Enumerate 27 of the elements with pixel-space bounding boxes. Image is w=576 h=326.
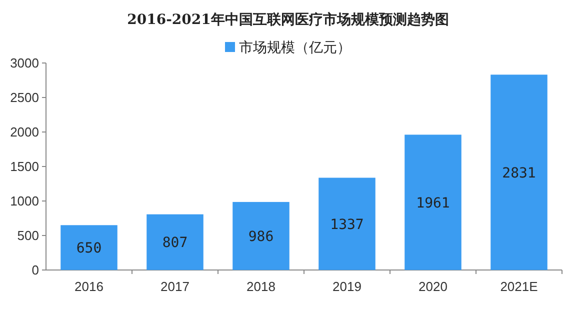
x-tick-label: 2017	[160, 279, 190, 294]
y-tick-label: 2500	[10, 90, 39, 105]
chart-title: 2016-2021年中国互联网医疗市场规模预测趋势图	[127, 11, 449, 28]
legend-label: 市场规模（亿元）	[239, 39, 351, 55]
y-tick-label: 1000	[10, 194, 39, 208]
y-tick-label: 1500	[10, 159, 39, 174]
data-label: 807	[162, 235, 188, 252]
y-tick-label: 500	[17, 228, 39, 243]
y-tick-label: 0	[32, 262, 39, 278]
x-tick-label: 2018	[246, 279, 276, 294]
data-label: 1337	[330, 216, 364, 233]
x-tick-label: 2019	[332, 279, 362, 294]
bar	[404, 134, 462, 270]
data-label: 650	[76, 240, 102, 257]
x-tick-label: 2021E	[500, 279, 538, 294]
x-tick-label: 2016	[74, 279, 104, 294]
y-tick-label: 2000	[10, 124, 39, 140]
bar	[318, 178, 376, 270]
data-label: 986	[248, 228, 274, 245]
x-tick-label: 2020	[418, 279, 448, 294]
bar	[146, 214, 204, 270]
data-label: 2831	[502, 165, 536, 182]
bar	[60, 225, 118, 270]
y-tick-label: 3000	[10, 56, 39, 70]
data-label: 1961	[416, 195, 450, 212]
bar	[232, 202, 290, 270]
bar	[490, 74, 548, 270]
